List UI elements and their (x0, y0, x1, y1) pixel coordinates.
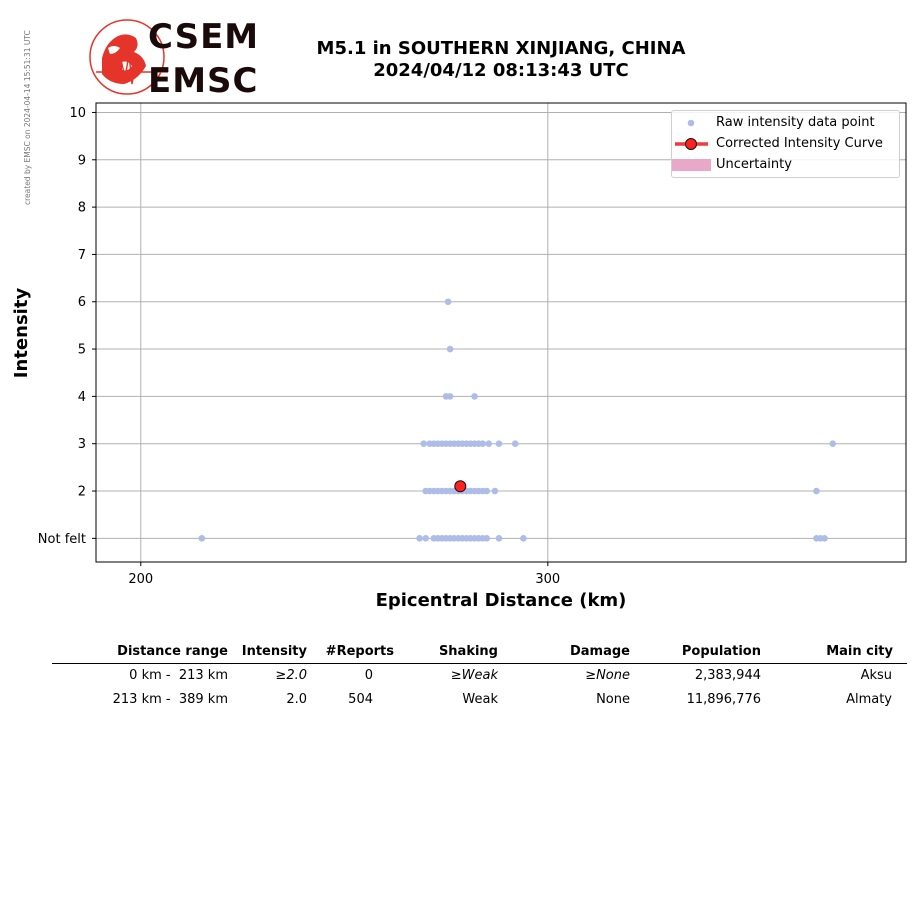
x-axis-label: Epicentral Distance (km) (376, 590, 627, 611)
chart-title: M5.1 in SOUTHERN XINJIANG, CHINA 2024/04… (260, 38, 742, 82)
raw-data-point (446, 393, 454, 400)
header-divider (52, 663, 907, 664)
raw-data-point (483, 487, 491, 495)
table-header: Distance range Intensity #Reports Shakin… (52, 640, 907, 664)
cell-population: 2,383,944 (694, 668, 761, 683)
legend-item-curve: Corrected Intensity Curve (672, 135, 897, 153)
raw-data-point (485, 440, 493, 448)
table-row: 0 km - 213 km ≥2.0 0 ≥Weak ≥None 2,383,9… (52, 664, 907, 688)
y-tick-label: 3 (78, 437, 86, 452)
raw-data-point (416, 535, 423, 542)
raw-data-point (483, 535, 491, 542)
cell-intensity: ≥2.0 (275, 668, 307, 683)
cell-distance-range: 0 km - 213 km (129, 668, 228, 683)
raw-data-point (479, 440, 486, 448)
raw-data-point (495, 535, 503, 542)
cell-population: 11,896,776 (686, 692, 761, 707)
y-tick-label: 4 (78, 390, 86, 405)
legend-label-curve: Corrected Intensity Curve (716, 136, 883, 151)
y-tick-label: 9 (78, 153, 86, 168)
raw-data-point (420, 440, 427, 448)
cell-reports: 0 (364, 668, 373, 683)
legend: Raw intensity data point Corrected Inten… (671, 110, 900, 178)
legend-label-raw: Raw intensity data point (716, 115, 875, 130)
table-row: 213 km - 389 km 2.0 504 Weak None 11,896… (52, 688, 907, 712)
raw-data-point (446, 345, 454, 353)
curve-marker-icon (675, 138, 708, 150)
y-axis-label: Intensity (11, 288, 32, 379)
raw-point-marker-icon (687, 119, 695, 127)
corrected-intensity-point (454, 480, 467, 493)
y-tick-label: 2 (78, 485, 86, 500)
raw-data-point (511, 440, 519, 448)
raw-data-point (491, 487, 499, 495)
corrected-curve (454, 480, 467, 493)
raw-points (198, 298, 837, 542)
csem-emsc-logo: CSEM EMSC (88, 18, 258, 100)
raw-data-point (471, 393, 478, 400)
raw-data-point (813, 487, 820, 495)
y-tick-label: 6 (78, 295, 86, 310)
header-shaking: Shaking (438, 644, 498, 659)
cell-intensity: 2.0 (286, 692, 307, 707)
x-ticks: 200 300 (128, 562, 560, 587)
raw-data-point (422, 535, 429, 542)
cell-distance-range: 213 km - 389 km (112, 692, 228, 707)
legend-item-uncertainty: Uncertainty (672, 156, 897, 174)
header-population: Population (681, 644, 761, 659)
cell-damage: None (596, 692, 630, 707)
raw-data-point (198, 535, 206, 542)
x-tick-label: 200 (128, 572, 153, 587)
header-distance-range: Distance range (117, 644, 228, 659)
y-tick-label: Not felt (38, 532, 86, 547)
header-main-city: Main city (826, 644, 893, 659)
intensity-chart: Not felt 2 3 4 5 6 7 8 9 10 200 300 Epicentral Dis… (11, 102, 907, 611)
cell-main-city: Almaty (846, 692, 892, 707)
logo-text-csem: CSEM (148, 17, 260, 57)
legend-label-uncertainty: Uncertainty (716, 157, 792, 172)
cell-shaking: ≥Weak (450, 668, 498, 683)
intensity-table: Distance range Intensity #Reports Shakin… (52, 640, 907, 712)
cell-shaking: Weak (462, 692, 498, 707)
y-tick-label: 7 (78, 248, 86, 263)
cell-reports: 504 (348, 692, 373, 707)
raw-data-point (821, 535, 828, 542)
raw-data-point (520, 535, 527, 542)
y-ticks: Not felt 2 3 4 5 6 7 8 9 10 (38, 106, 96, 547)
y-tick-label: 8 (78, 201, 86, 216)
logo-text-emsc: EMSC (148, 61, 259, 101)
x-tick-label: 300 (535, 572, 560, 587)
header-damage: Damage (569, 644, 630, 659)
y-tick-label: 10 (69, 106, 86, 121)
title-datetime: 2024/04/12 08:13:43 UTC (373, 60, 629, 81)
uncertainty-patch-icon (672, 159, 711, 171)
header-intensity: Intensity (241, 644, 307, 659)
raw-data-point (495, 440, 503, 448)
legend-item-raw: Raw intensity data point (672, 114, 897, 132)
cell-damage: ≥None (585, 668, 630, 683)
header-reports: #Reports (325, 644, 394, 659)
y-tick-label: 5 (78, 343, 86, 358)
cell-main-city: Aksu (860, 668, 892, 683)
plot-frame (95, 102, 907, 563)
raw-data-point (829, 440, 837, 448)
title-event: M5.1 in SOUTHERN XINJIANG, CHINA (316, 38, 686, 59)
raw-data-point (444, 298, 452, 306)
